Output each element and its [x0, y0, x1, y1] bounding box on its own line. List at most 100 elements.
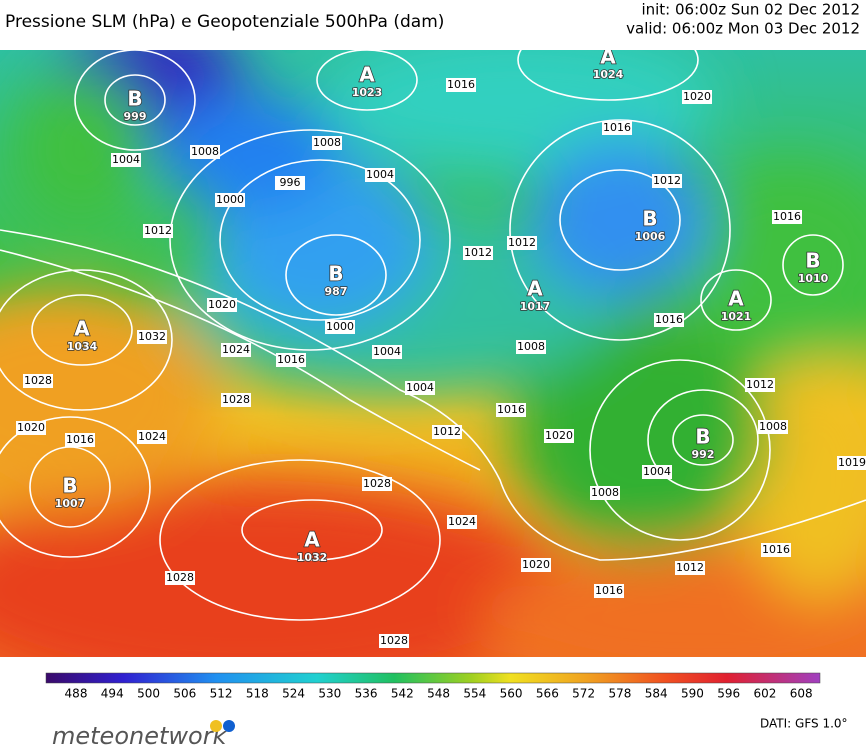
- colorbar-tick-label: 500: [137, 687, 160, 701]
- colorbar: [45, 672, 821, 684]
- isobar-label: 1012: [464, 246, 492, 259]
- isobar-label-box: [137, 430, 167, 444]
- isobar-label-box: [143, 224, 173, 238]
- isobar-label-box: [362, 477, 392, 491]
- isobars: [0, 50, 866, 621]
- isobar-label-box: [111, 153, 141, 167]
- isobar-label: 1012: [653, 174, 681, 187]
- isobar-label-box: [165, 571, 195, 585]
- isobar-label-box: [496, 403, 526, 417]
- isobar-label-box: [463, 246, 493, 260]
- isobar-label-box: [190, 145, 220, 159]
- isobar-label-box: [758, 420, 788, 434]
- center-letter: B: [642, 207, 657, 231]
- isobar-label: 1000: [216, 193, 244, 206]
- isobar-label: 1008: [517, 340, 545, 353]
- colorbar-tick-label: 518: [246, 687, 269, 701]
- logo-dot: [223, 720, 235, 732]
- isobar-label-box: [516, 340, 546, 354]
- data-source: DATI: GFS 1.0°: [760, 717, 848, 731]
- isobar-label: 1004: [373, 345, 401, 358]
- isobar-label-box: [365, 168, 395, 182]
- colorbar-tick-label: 566: [536, 687, 559, 701]
- isobar-label: 1028: [222, 393, 250, 406]
- center-letter: B: [805, 249, 820, 273]
- isobar-label: 1019: [838, 456, 866, 469]
- colorbar-ticks: 488 494 500 506 512 518 524 530 536 542 548 554 560 5…: [65, 687, 813, 701]
- isobar-label-box: [594, 584, 624, 598]
- init-time: init: 06:00z Sun 02 Dec 2012: [641, 1, 860, 19]
- isobar-label: 1024: [448, 515, 476, 528]
- isobar-label: 1000: [326, 320, 354, 333]
- isobar-label: 1020: [208, 298, 236, 311]
- colorbar-tick-label: 596: [717, 687, 740, 701]
- logo: meteonetwork: [52, 722, 228, 747]
- isobar-label-box: [682, 90, 712, 104]
- isobar-label-box: [405, 381, 435, 395]
- isobar-label: 996: [280, 176, 301, 189]
- isobar-label: 1020: [17, 421, 45, 434]
- isobar-label-box: [372, 345, 402, 359]
- isobar-label: 1016: [603, 121, 631, 134]
- colorbar-tick-label: 560: [500, 687, 523, 701]
- isobar-label: 1020: [545, 429, 573, 442]
- isobar-label-box: [65, 433, 95, 447]
- isobar-label: 1032: [138, 330, 166, 343]
- isobar-label: 1016: [762, 543, 790, 556]
- isobar-label-box: [521, 558, 551, 572]
- center-letter: A: [527, 277, 543, 301]
- isobar-label: 1008: [759, 420, 787, 433]
- isobar-label: 1008: [191, 145, 219, 158]
- colorbar-tick-label: 608: [790, 687, 813, 701]
- center-letter: A: [600, 45, 616, 69]
- center-letter: B: [328, 262, 343, 286]
- isobar-label: 1028: [166, 571, 194, 584]
- isobar-label-box: [137, 330, 167, 344]
- center-letter: B: [695, 425, 710, 449]
- center-pressure: 1034: [67, 340, 98, 353]
- colorbar-tick-label: 542: [391, 687, 414, 701]
- colorbar-tick-label: 602: [753, 687, 776, 701]
- isobar-label-box: [837, 456, 866, 470]
- isobar-label-box: [772, 210, 802, 224]
- isobar-label: 1024: [138, 430, 166, 443]
- isobar-label: 1016: [447, 78, 475, 91]
- center-pressure: 1021: [721, 310, 752, 323]
- isobar-label: 1004: [643, 465, 671, 478]
- isobar-label: 1008: [591, 486, 619, 499]
- isobar-label: 1016: [595, 584, 623, 597]
- isobar-label-box: [432, 425, 462, 439]
- colorbar-tick-label: 548: [427, 687, 450, 701]
- isobar-label: 1020: [522, 558, 550, 571]
- center-letter: B: [127, 87, 142, 111]
- center-letter: A: [359, 63, 375, 87]
- center-pressure: 1017: [520, 300, 551, 313]
- colorbar-tick-label: 536: [355, 687, 378, 701]
- isobar-label: 1012: [433, 425, 461, 438]
- colorbar-tick-label: 572: [572, 687, 595, 701]
- center-pressure: 999: [124, 110, 147, 123]
- isobar-label-box: [675, 561, 705, 575]
- colorbar-tick-label: 488: [65, 687, 88, 701]
- center-pressure: 992: [692, 448, 715, 461]
- isobar-label: 1012: [144, 224, 172, 237]
- isobar-label-box: [507, 236, 537, 250]
- isobar-label-box: [16, 421, 46, 435]
- isobar-label-box: [761, 543, 791, 557]
- center-pressure: 1006: [635, 230, 666, 243]
- center-pressure: 1024: [593, 68, 624, 81]
- isobar-label: 1016: [773, 210, 801, 223]
- isobar-label-box: [544, 429, 574, 443]
- isobar-label: 1008: [313, 136, 341, 149]
- colorbar-tick-label: 590: [681, 687, 704, 701]
- isobar-label: 1012: [676, 561, 704, 574]
- colorbar-tick-label: 494: [101, 687, 124, 701]
- isobar-label-box: [654, 313, 684, 327]
- center-letter: B: [62, 474, 77, 498]
- isobar-label-box: [275, 176, 305, 190]
- valid-time: valid: 06:00z Mon 03 Dec 2012: [626, 20, 860, 38]
- isobar-label-box: [23, 374, 53, 388]
- isobar-label: 1012: [508, 236, 536, 249]
- isobar-label-box: [207, 298, 237, 312]
- isobar-label-box: [221, 343, 251, 357]
